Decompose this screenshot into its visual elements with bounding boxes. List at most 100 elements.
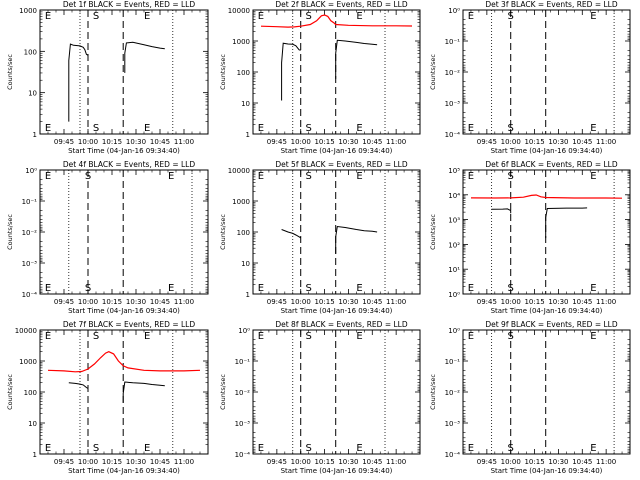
series-line-lld (260, 14, 413, 28)
series-line-events (124, 41, 165, 73)
series-line-events (281, 42, 301, 101)
y-tick-label: 10 (241, 100, 250, 108)
marker-label-bottom: E (468, 443, 474, 454)
series-line-events (335, 225, 378, 254)
y-tick-label: 10⁻² (235, 389, 251, 397)
x-tick-label: 11:00 (386, 458, 406, 466)
y-axis-label: Counts/sec (6, 54, 14, 90)
y-tick-label: 1000 (19, 358, 37, 366)
y-tick-label: 10 (28, 90, 37, 98)
y-tick-label: 10000 (228, 7, 250, 15)
marker-label-bottom: E (45, 123, 51, 134)
x-axis-label: Start Time (04-Jan-16 09:34:40) (68, 467, 180, 475)
y-tick-label: 10⁰ (25, 167, 37, 175)
y-tick-label: 10⁻⁴ (235, 451, 251, 459)
x-tick-label: 10:00 (78, 298, 98, 306)
series-line-events (545, 207, 588, 239)
marker-label-top: E (356, 171, 362, 182)
y-axis-label: Counts/sec (219, 374, 227, 410)
marker-label-bottom: E (258, 123, 264, 134)
x-tick-label: 10:00 (78, 138, 98, 146)
x-tick-label: 10:30 (548, 138, 568, 146)
series-line-events (335, 39, 378, 79)
plot-frame (462, 329, 631, 455)
x-tick-label: 10:15 (524, 138, 544, 146)
panel-title: Det 6f BLACK = Events, RED = LLD (485, 160, 618, 169)
marker-label-top: S (305, 331, 311, 342)
y-axis-label: Counts/sec (219, 214, 227, 250)
y-tick-label: 1 (33, 131, 37, 139)
chart-panel-6: Det 6f BLACK = Events, RED = LLD Counts/s… (429, 160, 631, 315)
panel-title: Det 2f BLACK = Events, RED = LLD (275, 0, 408, 9)
y-tick-label: 10⁰ (448, 291, 460, 299)
y-tick-label: 10¹ (448, 266, 460, 274)
y-tick-label: 10⁻¹ (445, 38, 461, 46)
x-tick-label: 10:45 (572, 298, 592, 306)
y-tick-label: 10⁻³ (235, 420, 251, 428)
x-tick-label: 10:30 (126, 138, 146, 146)
x-tick-label: 11:00 (386, 138, 406, 146)
panel-title: Det 3f BLACK = Events, RED = LLD (485, 0, 618, 9)
marker-label-top: S (85, 171, 91, 182)
y-tick-label: 1 (33, 451, 37, 459)
panel-title: Det 4f BLACK = Events, RED = LLD (63, 160, 196, 169)
x-tick-label: 11:00 (174, 138, 194, 146)
marker-label-top: E (45, 171, 51, 182)
x-axis-label: Start Time (04-Jan-16 09:34:40) (281, 307, 393, 315)
x-tick-label: 10:15 (314, 458, 334, 466)
marker-label-bottom: E (356, 123, 362, 134)
chart-panel-8: Det 8f BLACK = Events, RED = LLD Counts/s… (219, 320, 421, 475)
marker-label-top: E (590, 171, 596, 182)
y-tick-label: 10⁰ (448, 327, 460, 335)
marker-label-top: E (258, 171, 264, 182)
marker-label-top: S (93, 331, 99, 342)
y-tick-label: 100 (237, 229, 250, 237)
marker-label-bottom: S (508, 283, 514, 294)
y-tick-label: 10 (241, 260, 250, 268)
y-tick-label: 100 (237, 69, 250, 77)
panel-title: Det 1f BLACK = Events, RED = LLD (63, 0, 196, 9)
y-tick-label: 10⁻⁴ (22, 291, 38, 299)
y-tick-label: 10⁻² (22, 229, 38, 237)
x-tick-label: 09:45 (267, 298, 287, 306)
y-tick-label: 1000 (19, 7, 37, 15)
x-tick-label: 09:45 (267, 458, 287, 466)
y-tick-label: 1000 (232, 38, 250, 46)
x-tick-label: 11:00 (386, 298, 406, 306)
plot-frame (39, 169, 209, 295)
marker-label-top: E (468, 11, 474, 22)
x-tick-label: 09:45 (477, 458, 497, 466)
y-tick-label: 10⁻³ (445, 420, 461, 428)
plot-frame (252, 329, 421, 455)
marker-label-bottom: S (305, 283, 311, 294)
x-axis-label: Start Time (04-Jan-16 09:34:40) (281, 467, 393, 475)
marker-label-top: E (45, 11, 51, 22)
y-tick-label: 10⁴ (448, 192, 460, 200)
y-tick-label: 100 (24, 389, 37, 397)
marker-label-bottom: E (590, 123, 596, 134)
x-axis-label: Start Time (04-Jan-16 09:34:40) (491, 467, 603, 475)
x-tick-label: 09:45 (54, 298, 74, 306)
x-tick-label: 10:45 (572, 458, 592, 466)
y-tick-label: 10⁰ (238, 327, 250, 335)
series-line-events (122, 381, 165, 403)
y-tick-label: 10000 (228, 167, 250, 175)
y-tick-label: 10³ (448, 217, 460, 225)
y-tick-label: 1 (246, 291, 250, 299)
marker-label-top: S (305, 171, 311, 182)
y-tick-label: 1000 (232, 198, 250, 206)
x-tick-label: 09:45 (54, 458, 74, 466)
x-tick-label: 10:15 (314, 138, 334, 146)
panel-title: Det 7f BLACK = Events, RED = LLD (63, 320, 196, 329)
marker-label-top: E (356, 331, 362, 342)
x-tick-label: 10:45 (150, 458, 170, 466)
marker-label-bottom: S (93, 443, 99, 454)
chart-panel-3: Det 3f BLACK = Events, RED = LLD Counts/s… (429, 0, 631, 155)
marker-label-bottom: E (590, 443, 596, 454)
chart-panel-5: Det 5f BLACK = Events, RED = LLD Counts/s… (219, 160, 421, 315)
series-line-events (491, 208, 512, 214)
series-line-events (68, 43, 89, 122)
chart-panel-1: Det 1f BLACK = Events, RED = LLD Counts/s… (6, 0, 209, 155)
marker-label-bottom: E (258, 283, 264, 294)
